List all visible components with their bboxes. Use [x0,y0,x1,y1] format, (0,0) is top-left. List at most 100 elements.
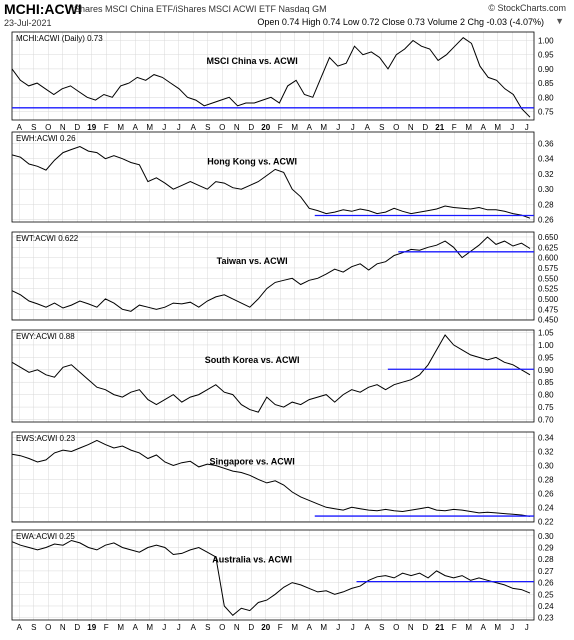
panel-frame [11,329,535,423]
x-tick-label: N [60,123,66,132]
x-tick-label: M [320,123,327,132]
x-tick-label: M [291,123,298,132]
y-tick-label: 0.80 [538,93,554,102]
x-tick-label: 21 [435,123,444,132]
x-tick-label: A [481,623,487,632]
panel-frame [11,131,535,223]
y-tick-label: 1.05 [538,328,554,337]
y-tick-label: 0.500 [538,295,559,304]
y-tick-label: 0.27 [538,567,554,576]
y-tick-label: 0.26 [538,489,554,498]
x-tick-label: A [191,623,197,632]
y-tick-label: 0.30 [538,461,554,470]
x-tick-label: A [307,623,313,632]
x-tick-label: S [205,123,210,132]
y-tick-label: 0.70 [538,416,554,425]
panel-title: MSCI China vs. ACWI [207,56,298,66]
y-tick-label: 0.575 [538,264,559,273]
x-tick-label: J [525,623,529,632]
y-tick-label: 0.95 [538,51,554,60]
y-tick-label: 0.650 [538,233,559,242]
panel-label: EWS:ACWI 0.23 [16,434,76,443]
x-tick-label: M [117,123,124,132]
x-tick-label: O [393,623,399,632]
x-tick-label: M [117,623,124,632]
x-tick-label: J [351,623,355,632]
x-tick-label: M [146,123,153,132]
x-tick-label: F [452,123,457,132]
x-tick-label: J [336,623,340,632]
x-tick-label: M [494,123,501,132]
x-tick-label: 20 [261,123,270,132]
x-tick-label: D [248,123,254,132]
panel-label: EWT:ACWI 0.622 [16,234,79,243]
x-tick-label: A [191,123,197,132]
panel-title: Hong Kong vs. ACWI [207,157,297,167]
y-tick-label: 0.90 [538,366,554,375]
x-tick-label: O [393,123,399,132]
panel-frame [11,31,535,121]
panel-title: Taiwan vs. ACWI [217,256,288,266]
x-tick-label: S [205,623,210,632]
x-tick-label: D [422,623,428,632]
panel-title: South Korea vs. ACWI [205,355,300,365]
x-tick-label: A [17,623,23,632]
x-tick-label: A [17,123,23,132]
y-tick-label: 0.28 [538,475,554,484]
x-tick-label: A [365,123,371,132]
price-line [11,439,531,517]
panel-frame [11,231,535,321]
y-tick-label: 0.475 [538,305,559,314]
y-tick-label: 0.25 [538,590,554,599]
x-tick-label: N [408,123,414,132]
y-tick-label: 0.32 [538,448,554,457]
x-tick-label: J [351,123,355,132]
x-tick-label: A [481,123,487,132]
y-tick-label: 0.28 [538,555,554,564]
y-tick-label: 0.26 [538,579,554,588]
symbol-description: iShares MSCI China ETF/iShares MSCI ACWI… [72,4,327,14]
y-tick-label: 0.550 [538,274,559,283]
x-tick-label: J [162,123,166,132]
chevron-down-icon[interactable]: ▼ [555,16,564,26]
price-line [11,334,531,413]
x-tick-label: J [525,123,529,132]
y-tick-label: 0.85 [538,79,554,88]
x-tick-label: D [74,123,80,132]
x-tick-label: F [104,623,109,632]
x-tick-label: J [177,623,181,632]
x-tick-label: O [219,123,225,132]
price-line [11,236,531,312]
x-tick-label: J [162,623,166,632]
y-tick-label: 0.23 [538,614,554,623]
x-tick-label: M [291,623,298,632]
x-tick-label: 21 [435,623,444,632]
x-tick-label: F [104,123,109,132]
x-tick-label: M [320,623,327,632]
x-tick-label: S [379,623,384,632]
y-tick-label: 0.625 [538,243,559,252]
x-tick-label: F [452,623,457,632]
x-tick-label: M [494,623,501,632]
symbol-title: MCHI:ACWI [4,1,82,17]
x-tick-label: N [408,623,414,632]
y-tick-label: 0.450 [538,316,559,325]
y-tick-label: 0.600 [538,254,559,263]
x-tick-label: O [45,123,51,132]
panel-label: MCHI:ACWI (Daily) 0.73 [16,34,103,43]
x-tick-label: 20 [261,623,270,632]
y-tick-label: 0.75 [538,107,554,116]
x-tick-label: F [278,623,283,632]
x-tick-label: 19 [87,623,96,632]
x-tick-label: M [146,623,153,632]
x-tick-label: F [278,123,283,132]
x-tick-label: J [336,123,340,132]
panel-frame [11,431,535,523]
x-tick-label: O [45,623,51,632]
x-tick-label: A [307,123,313,132]
brand-link[interactable]: © StockCharts.com [488,3,566,13]
x-tick-label: S [31,123,36,132]
y-tick-label: 0.90 [538,65,554,74]
x-tick-label: J [177,123,181,132]
y-tick-label: 0.24 [538,503,554,512]
